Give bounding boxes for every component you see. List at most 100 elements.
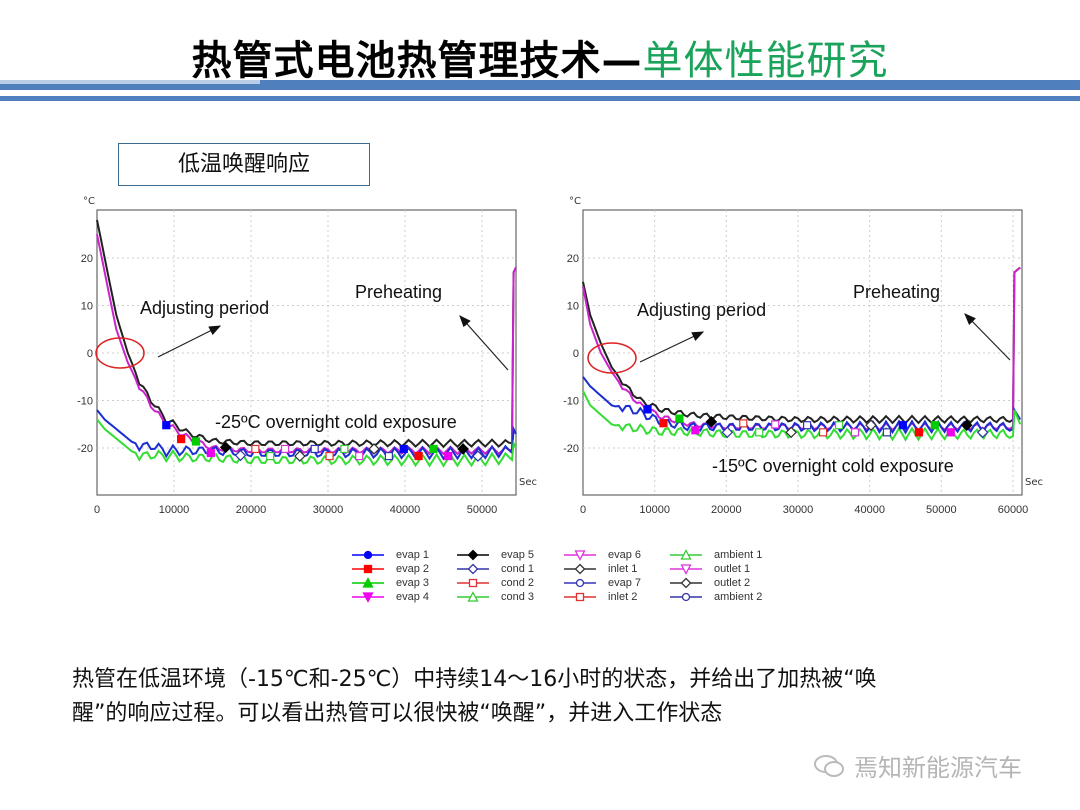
series-marker [355,451,364,461]
legend-label: outlet 2 [714,577,751,589]
series-marker [177,435,186,444]
legend-item: cond 3 [455,590,534,604]
series-marker [721,426,734,439]
x-tick-label: 40000 [854,504,885,516]
legend-label: ambient 1 [714,549,763,561]
y-tick-label: 10 [81,301,93,313]
chart-legend: evap 1 evap 2 evap 3 evap 4 evap 5 cond 1 cond… [350,548,770,608]
x-tick-label: 0 [580,504,586,516]
series-marker [739,419,748,428]
annotation-cold-exposure: -25ºC overnight cold exposure [215,412,457,432]
series-marker [691,426,700,435]
series-marker [914,428,923,437]
series-line [582,266,1021,425]
wechat-icon [814,754,844,777]
preheating-arrow [459,315,509,371]
legend-label: evap 3 [396,577,430,589]
y-axis-label: °C [83,196,95,207]
legend-marker-icon [670,577,702,589]
series-marker [803,421,812,430]
series-marker [930,421,939,430]
series-marker [675,414,684,423]
legend-label: inlet 2 [608,591,638,603]
x-tick-label: 10000 [159,504,190,516]
legend-marker-icon [564,592,596,602]
annotation-preheating: Preheating [853,282,940,302]
series-marker [310,444,319,454]
series-marker [191,437,201,446]
legend-item: inlet 1 [562,562,637,576]
legend-label: evap 2 [396,563,430,575]
legend-marker-icon [352,592,384,603]
y-tick-label: 0 [573,348,579,360]
header-divider-thin [0,96,1080,101]
series-marker [834,421,844,430]
slide-title: 热管式电池热管理技术—单体性能研究 [0,28,1080,86]
section-label: 低温唤醒响应 [118,143,370,186]
y-tick-label: 10 [567,301,579,313]
legend-marker-icon [670,592,702,602]
legend-marker-icon [564,550,596,561]
adjusting-arrow [157,325,222,358]
y-tick-label: -10 [77,396,93,408]
watermark-text: 焉知新能源汽车 [854,754,1022,782]
x-tick-label: 0 [94,504,100,516]
legend-label: evap 6 [608,549,642,561]
legend-marker-icon [670,564,702,575]
legend-marker-icon [352,564,384,574]
series-marker [659,419,668,428]
x-tick-label: 50000 [467,504,498,516]
legend-item: ambient 1 [668,548,762,562]
series-marker [472,450,484,462]
x-tick-label: 30000 [783,504,814,516]
series-marker [280,444,290,454]
series-line [96,219,517,449]
series-line [96,409,517,461]
x-tick-label: 40000 [390,504,421,516]
series-marker [850,428,860,437]
adjusting-period-ellipse [95,337,145,369]
caption-line-2: 醒”的响应过程。可以看出热管可以很快被“唤醒”，并进入工作状态 [72,701,723,726]
series-marker [340,444,349,454]
legend-label: ambient 2 [714,591,763,603]
chart-minus15: 20 10 0 -10 -20 0 10000 20000 30000 40000 50000 600… [563,196,1043,516]
series-marker [785,426,797,439]
legend-item: cond 1 [455,562,534,576]
y-tick-label: 20 [567,253,579,265]
series-marker [294,450,306,462]
legend-item: evap 6 [562,548,641,562]
series-marker [865,419,877,431]
legend-item: evap 5 [455,548,534,562]
y-tick-label: 20 [81,253,93,265]
series-marker [219,441,232,454]
series-marker [705,416,718,428]
legend-item: outlet 2 [668,576,750,590]
x-tick-label: 60000 [998,504,1029,516]
series-marker [960,419,973,431]
legend-item: evap 1 [350,548,429,562]
series-marker [384,451,393,461]
x-axis-label: Sec [1025,477,1043,488]
series-marker [162,421,171,430]
legend-item: outlet 1 [668,562,750,576]
legend-item: inlet 2 [562,590,637,604]
legend-label: inlet 1 [608,563,638,575]
header-divider-highlight [0,80,260,84]
caption-line-1: 热管在低温环境（-15℃和-25℃）中持续14～16小时的状态，并给出了加热被“… [72,667,877,692]
legend-item: evap 3 [350,576,429,590]
series-marker [251,444,260,454]
caption: 热管在低温环境（-15℃和-25℃）中持续14～16小时的状态，并给出了加热被“… [72,663,1042,731]
legend-marker-icon [457,591,489,602]
legend-label: outlet 1 [714,563,751,575]
header-divider-thick [0,80,1080,90]
legend-label: cond 1 [501,563,535,575]
series-marker [771,420,780,429]
y-axis-label: °C [569,196,581,207]
x-tick-label: 30000 [313,504,344,516]
legend-item: ambient 2 [668,590,762,604]
series-marker [818,428,828,437]
annotation-adjusting-period: Adjusting period [140,298,269,318]
series-marker [946,428,955,437]
series-marker [266,451,275,461]
series-marker [399,444,408,454]
